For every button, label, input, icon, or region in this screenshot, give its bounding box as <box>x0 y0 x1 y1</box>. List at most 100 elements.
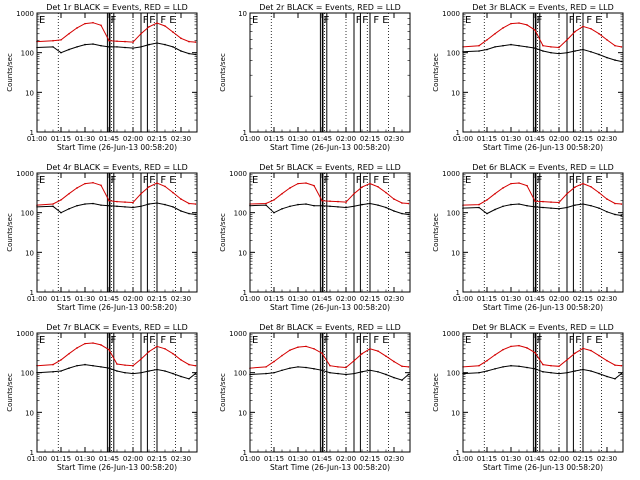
data-point <box>598 32 600 35</box>
data-point <box>265 372 267 375</box>
data-point <box>566 192 568 195</box>
data-point <box>172 46 174 48</box>
data-point <box>590 185 592 188</box>
data-point <box>84 22 86 25</box>
data-point <box>574 204 576 206</box>
data-point <box>297 203 299 206</box>
marker-letter: E <box>382 175 388 186</box>
data-point <box>614 378 616 380</box>
data-point <box>321 199 323 202</box>
data-point <box>108 367 110 369</box>
data-point <box>598 53 600 56</box>
data-point <box>321 352 323 354</box>
x-tick-label: 01:30 <box>501 455 521 463</box>
data-point <box>132 364 134 367</box>
data-point <box>329 364 331 367</box>
data-point <box>502 44 504 47</box>
chart-title: Det 2r BLACK = Events, RED = LLD <box>259 3 401 12</box>
data-point <box>180 375 182 378</box>
data-point <box>52 363 54 366</box>
x-tick-label: 01:00 <box>240 455 260 463</box>
y-tick-label: 1000 <box>229 330 247 338</box>
data-point <box>558 208 560 210</box>
data-point <box>526 184 528 187</box>
marker-letter: F <box>149 15 155 26</box>
data-point <box>76 46 78 48</box>
x-tick-label: 02:15 <box>360 295 380 303</box>
plot-frame <box>462 332 624 453</box>
data-point <box>273 199 275 201</box>
x-tick-label: 01:00 <box>240 135 260 143</box>
data-point <box>385 355 387 358</box>
series-line-lld <box>36 22 196 43</box>
data-point <box>108 39 110 42</box>
marker-letter: F <box>373 335 379 346</box>
data-point <box>124 40 126 43</box>
data-point <box>574 50 576 52</box>
series-line-events <box>36 202 196 215</box>
data-point <box>156 182 158 184</box>
data-point <box>558 46 560 49</box>
series-line-lld <box>249 182 409 205</box>
data-point <box>590 370 592 372</box>
data-point <box>590 204 592 207</box>
x-axis-label: Start Time (26-Jun-13 00:58:20) <box>57 303 177 312</box>
data-point <box>566 371 568 374</box>
data-point <box>558 365 560 368</box>
data-point <box>337 206 339 208</box>
data-point <box>313 204 315 207</box>
y-axis-label: Counts/sec <box>6 373 14 412</box>
y-tick-label: 1 <box>456 449 460 457</box>
data-point <box>614 202 616 205</box>
marker-letter: F <box>111 175 117 186</box>
series-line-lld <box>249 345 409 369</box>
data-point <box>620 214 623 217</box>
x-tick-label: 01:45 <box>312 295 332 303</box>
series-line-events <box>249 366 409 381</box>
data-point <box>401 202 403 204</box>
data-point <box>478 203 480 206</box>
marker-letter: E <box>39 15 45 26</box>
x-tick-label: 01:45 <box>99 135 119 143</box>
data-point <box>558 201 560 204</box>
x-tick-label: 01:15 <box>264 135 284 143</box>
y-tick-label: 1 <box>243 289 247 297</box>
marker-letter: F <box>143 335 149 346</box>
x-axis-label: Start Time (26-Jun-13 00:58:20) <box>483 143 603 152</box>
marker-letter: F <box>111 335 117 346</box>
marker-letter: F <box>356 15 362 26</box>
data-point <box>566 39 568 41</box>
marker-letter: F <box>324 175 330 186</box>
data-point <box>526 46 528 48</box>
data-point <box>194 203 197 205</box>
y-tick-label: 1 <box>30 129 34 137</box>
data-point <box>550 201 552 203</box>
data-point <box>385 373 387 376</box>
series-line-events <box>36 364 196 380</box>
x-tick-label: 02:30 <box>384 455 404 463</box>
data-point <box>100 44 102 47</box>
data-point <box>550 46 552 48</box>
x-tick-label: 02:30 <box>171 135 191 143</box>
data-point <box>582 25 584 28</box>
data-point <box>164 347 166 350</box>
data-point <box>124 46 126 49</box>
data-point <box>361 186 363 188</box>
x-tick-label: 02:15 <box>360 135 380 143</box>
y-tick-label: 1000 <box>229 170 247 178</box>
y-tick-label: 100 <box>234 370 247 378</box>
data-point <box>369 182 371 185</box>
plot-frame <box>36 172 198 293</box>
marker-letter: E <box>169 15 175 26</box>
data-point <box>188 202 190 205</box>
marker-letter: F <box>149 335 155 346</box>
x-tick-label: 01:00 <box>27 135 47 143</box>
marker-letter: E <box>595 15 601 26</box>
x-axis-label: Start Time (26-Jun-13 00:58:20) <box>270 143 390 152</box>
x-axis-label: Start Time (26-Jun-13 00:58:20) <box>57 143 177 152</box>
data-point <box>518 344 520 347</box>
data-point <box>407 366 410 368</box>
y-tick-label: 10 <box>451 409 460 417</box>
